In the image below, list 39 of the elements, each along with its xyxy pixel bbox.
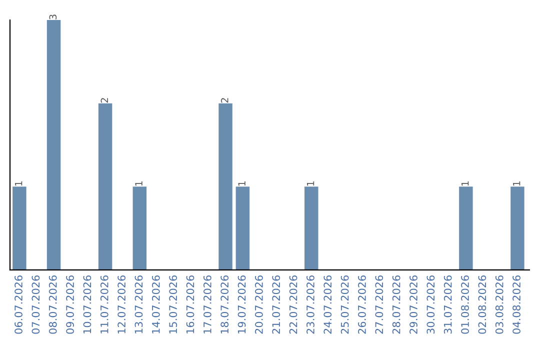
x-tick-label: 03.08.2026 xyxy=(495,275,504,334)
x-tick-label: 01.08.2026 xyxy=(461,275,469,334)
x-tick-label: 04.08.2026 xyxy=(512,275,520,334)
x-tick-label: 16.07.2026 xyxy=(186,275,194,334)
x-tick-label: 13.07.2026 xyxy=(134,275,143,334)
x-tick-label: 20.07.2026 xyxy=(255,275,263,334)
x-tick-label: 30.07.2026 xyxy=(426,275,435,334)
x-tick-label: 09.07.2026 xyxy=(66,275,74,334)
x-tick-label: 18.07.2026 xyxy=(220,275,229,334)
x-tick-label: 10.07.2026 xyxy=(83,275,92,334)
x-tick-label: 22.07.2026 xyxy=(289,275,298,334)
data-label: 2 xyxy=(100,98,108,103)
x-tick-label: 12.07.2026 xyxy=(118,275,126,334)
x-tick-label: 29.07.2026 xyxy=(410,275,418,334)
x-tick-label: 26.07.2026 xyxy=(358,275,366,334)
x-tick-label: 11.07.2026 xyxy=(100,275,108,334)
x-tick-label: 07.07.2026 xyxy=(32,275,40,334)
data-label: 3 xyxy=(49,14,57,20)
x-tick-label: 19.07.2026 xyxy=(238,275,246,334)
x-tick-label: 14.07.2026 xyxy=(152,275,160,334)
x-tick-label: 15.07.2026 xyxy=(169,275,178,334)
x-tick-label: 17.07.2026 xyxy=(203,275,212,334)
data-label: 1 xyxy=(238,181,246,186)
data-label: 2 xyxy=(220,98,228,103)
x-tick-label: 08.07.2026 xyxy=(48,275,57,334)
x-tick-label: 31.07.2026 xyxy=(444,275,452,334)
data-label: 1 xyxy=(462,181,469,186)
data-label: 1 xyxy=(513,181,520,186)
x-tick-label: 24.07.2026 xyxy=(324,275,332,334)
data-label: 1 xyxy=(306,181,314,186)
x-tick-label: 23.07.2026 xyxy=(306,275,314,334)
x-tick-label: 25.07.2026 xyxy=(340,275,349,334)
x-tick-label: 27.07.2026 xyxy=(375,275,384,334)
data-label: 1 xyxy=(15,181,22,186)
x-tick-label: 21.07.2026 xyxy=(272,275,280,334)
x-tick-label: 28.07.2026 xyxy=(392,275,400,334)
data-label: 1 xyxy=(135,181,142,186)
x-tick-label: 06.07.2026 xyxy=(14,275,22,334)
x-tick-label: 02.08.2026 xyxy=(478,275,486,334)
